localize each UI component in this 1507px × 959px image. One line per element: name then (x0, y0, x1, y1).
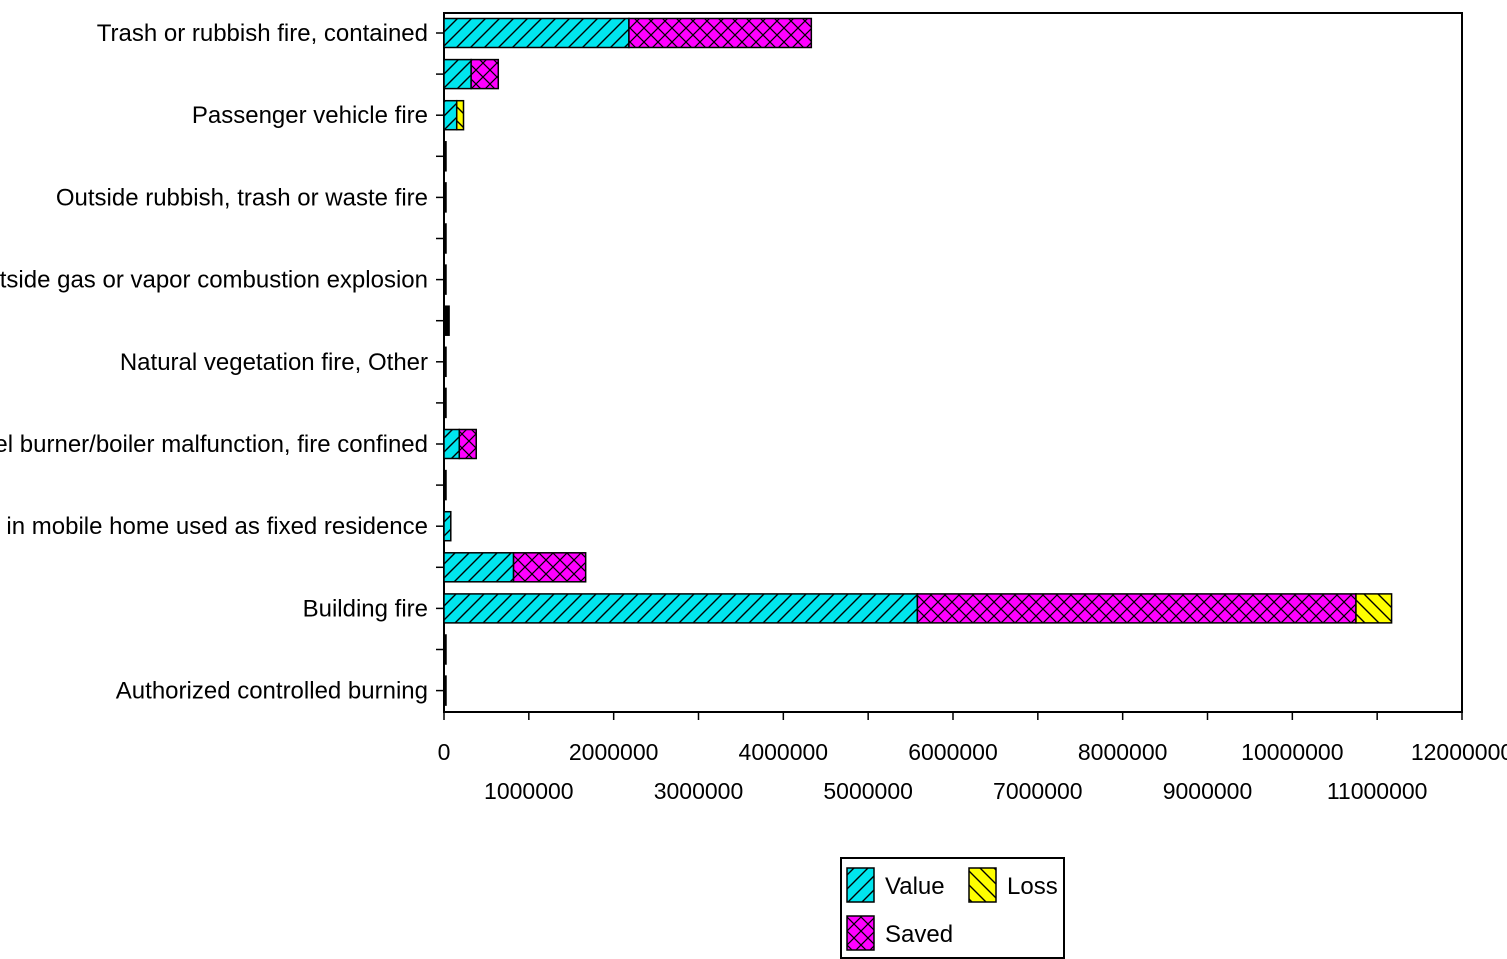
x-tick-label: 5000000 (823, 778, 913, 804)
bar-saved-14 (916, 593, 1357, 624)
bar-saved-0 (628, 17, 813, 49)
bar-value-2 (443, 99, 458, 131)
category-label: Fuel burner/boiler malfunction, fire con… (0, 431, 428, 458)
legend-swatch-loss (968, 867, 997, 903)
bar-value-12 (443, 510, 452, 542)
x-tick-label: 6000000 (908, 739, 998, 765)
x-tick-label: 9000000 (1163, 778, 1253, 804)
x-axis: 0 2000000 4000000 6000000 8000000 10000000 120… (438, 712, 1507, 804)
x-tick-label: 1000000 (484, 778, 574, 804)
bar-saved-10 (458, 428, 477, 460)
x-tick-label: 10000000 (1241, 739, 1343, 765)
x-tick-label: 4000000 (739, 739, 829, 765)
category-label: Fire in mobile home used as fixed reside… (0, 513, 428, 540)
bar-value-4 (443, 182, 447, 213)
category-label: Outside gas or vapor combustion explosio… (0, 267, 428, 294)
category-label: Building fire (303, 595, 428, 622)
legend-swatch-saved (846, 915, 875, 951)
bar-value-5 (443, 223, 447, 254)
bar-value-6 (443, 264, 447, 295)
legend-label-loss: Loss (1007, 873, 1058, 900)
category-label: Trash or rubbish fire, contained (97, 20, 428, 47)
y-axis: Trash or rubbish fire, contained Passenge… (0, 20, 444, 705)
bar-saved-13 (512, 552, 587, 583)
legend-label-saved: Saved (885, 921, 953, 948)
bar-value-8 (443, 346, 447, 378)
bar-value-0 (443, 17, 630, 49)
bar-value-1 (443, 58, 472, 90)
bar-value-10 (443, 428, 461, 460)
bar-loss-2 (455, 99, 465, 131)
x-tick-label: 11000000 (1327, 778, 1428, 804)
x-tick-label: 12000000 (1411, 739, 1507, 765)
bar-value-3 (443, 141, 447, 172)
legend-box (840, 857, 1065, 959)
bar-saved-1 (470, 58, 500, 90)
category-label: Authorized controlled burning (116, 678, 428, 705)
x-tick-label: 8000000 (1078, 739, 1168, 765)
bars-layer (443, 17, 1393, 706)
category-label: Outside rubbish, trash or waste fire (56, 184, 428, 211)
x-tick-label: 2000000 (569, 739, 659, 765)
category-label: Natural vegetation fire, Other (120, 349, 428, 376)
legend-swatch-value (846, 867, 875, 903)
bar-value-15 (443, 634, 447, 665)
x-tick-label: 0 (438, 739, 451, 765)
legend-label-value: Value (885, 873, 945, 900)
legend: Value Loss Saved (840, 857, 1065, 959)
bar-value-16 (443, 675, 447, 706)
category-label: Passenger vehicle fire (192, 102, 428, 129)
bar-value-7 (443, 305, 450, 336)
bar-value-13 (443, 552, 515, 583)
bar-value-11 (443, 469, 447, 501)
bar-value-9 (443, 387, 447, 419)
x-tick-label: 3000000 (654, 778, 744, 804)
bar-loss-14 (1355, 593, 1393, 624)
bar-value-14 (443, 593, 919, 624)
x-tick-label: 7000000 (993, 778, 1083, 804)
